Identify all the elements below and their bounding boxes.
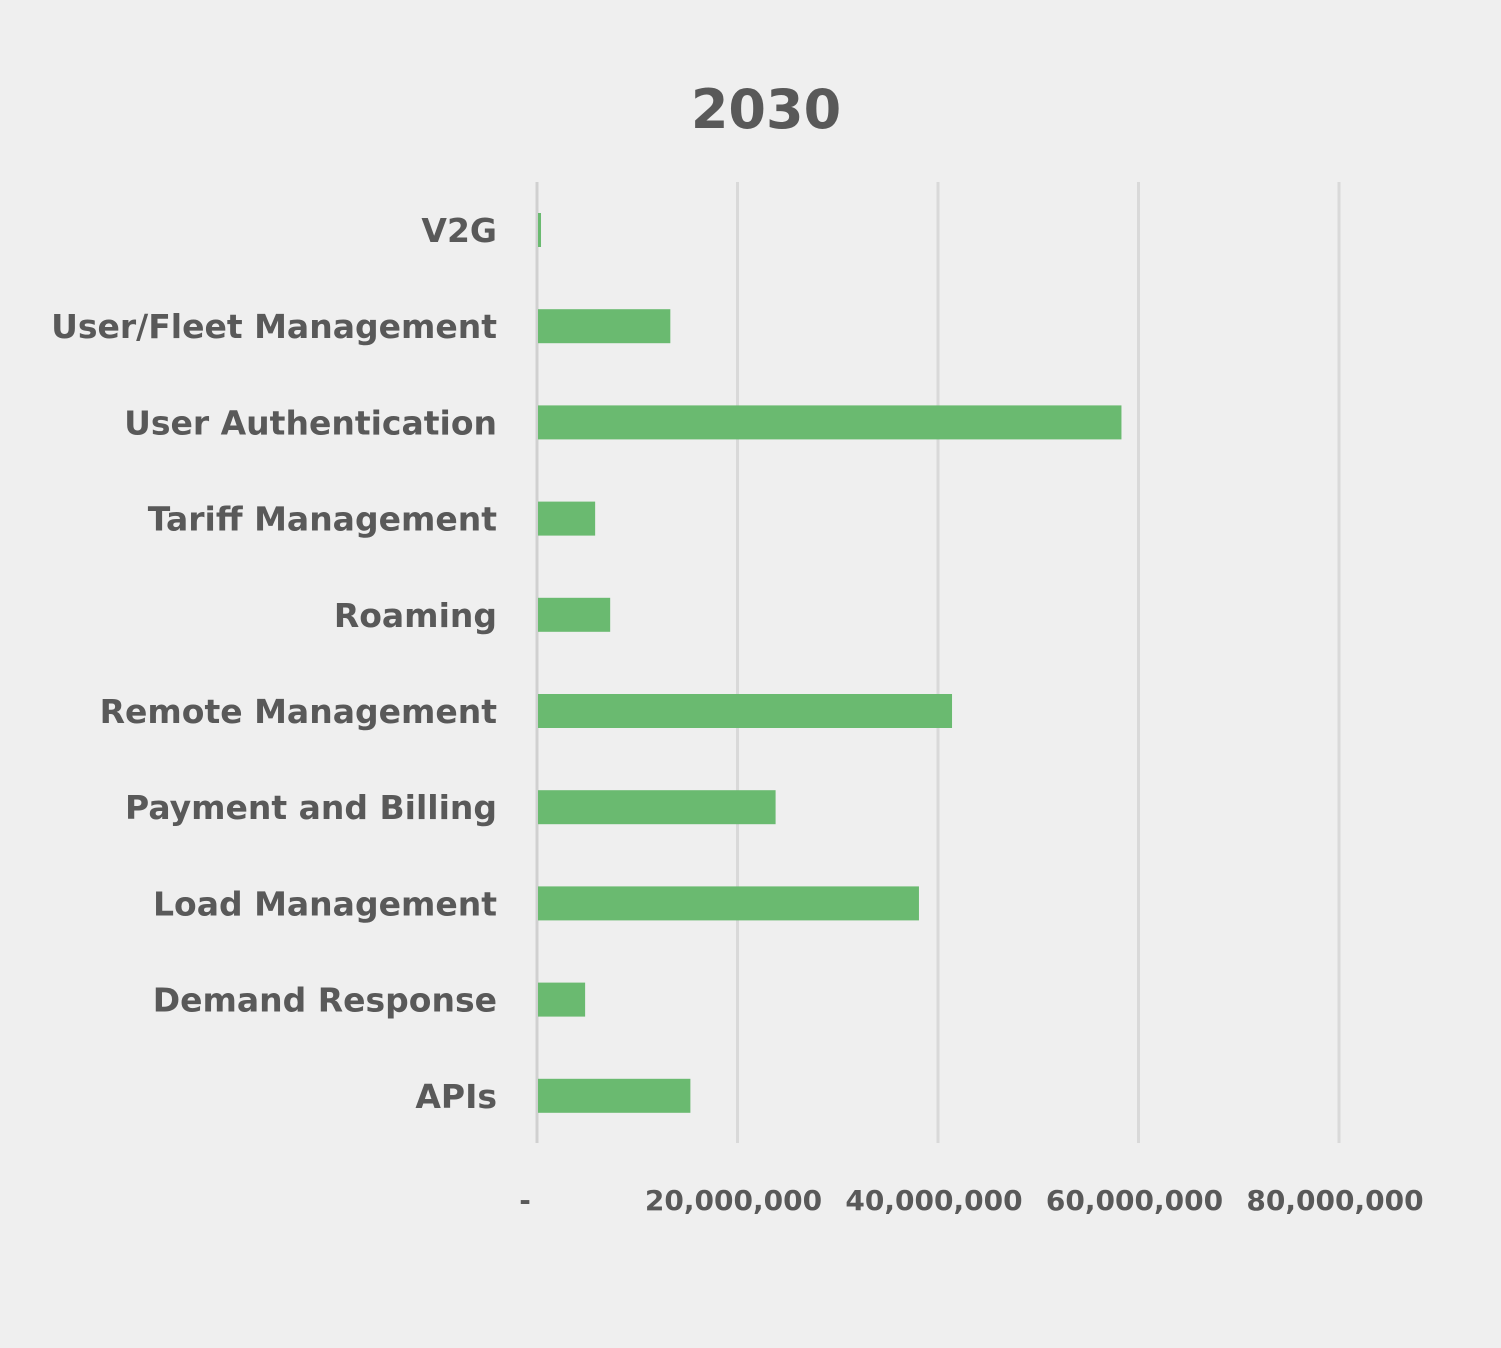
category-label: Remote Management — [100, 692, 498, 731]
category-label: Load Management — [153, 884, 497, 923]
bar — [538, 790, 776, 825]
category-labels: V2G User/Fleet Management User Authenticat… — [51, 211, 497, 1116]
category-label: Tariff Management — [148, 500, 497, 539]
category-label: User/Fleet Management — [51, 307, 497, 346]
category-label: Payment and Billing — [125, 788, 497, 827]
x-tick-label: 40,000,000 — [845, 1184, 1022, 1217]
bar — [538, 694, 953, 728]
bar — [538, 309, 671, 344]
gridlines — [535, 182, 1341, 1143]
category-label: Demand Response — [153, 981, 497, 1020]
x-axis-tick-labels: - 20,000,000 40,000,000 60,000,000 80,000,00… — [519, 1184, 1423, 1217]
category-label: V2G — [421, 211, 497, 250]
x-tick-label: 60,000,000 — [1046, 1184, 1223, 1217]
bar — [538, 501, 596, 536]
category-label: APIs — [415, 1077, 497, 1116]
bar — [538, 886, 919, 921]
bars — [538, 213, 1122, 1113]
bar — [538, 982, 586, 1017]
bar — [538, 405, 1122, 440]
category-label: User Authentication — [124, 403, 497, 442]
category-label: Roaming — [334, 596, 497, 635]
x-tick-label: 20,000,000 — [645, 1184, 822, 1217]
bar — [538, 213, 542, 247]
bar — [538, 1078, 691, 1113]
bar — [538, 597, 611, 632]
chart-title: 2030 — [691, 78, 841, 141]
x-tick-label: 80,000,000 — [1246, 1184, 1423, 1217]
x-tick-label: - — [519, 1184, 531, 1217]
